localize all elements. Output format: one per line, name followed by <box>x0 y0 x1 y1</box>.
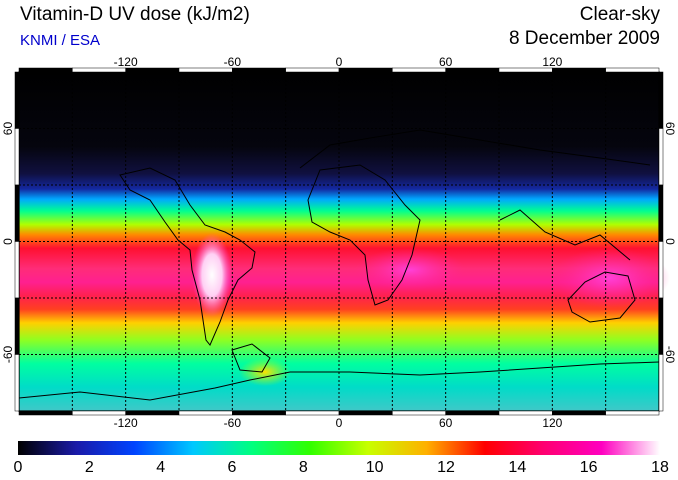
australia-high-dose <box>550 248 670 308</box>
colorbar-tick-label: 10 <box>365 459 384 476</box>
frame-bar-left <box>14 241 20 299</box>
lon-tick-label-top: 120 <box>542 55 562 69</box>
lat-tick-label-right: -60 <box>663 346 677 364</box>
colorbar-tick-label: 2 <box>84 459 94 476</box>
frame-bar-bottom <box>445 410 500 416</box>
latitude-labels-right: 60 0 -60 <box>663 122 677 364</box>
frame-bar-top <box>18 67 73 73</box>
graticule <box>19 72 659 411</box>
colorbar-tick-label: 0 <box>13 459 23 476</box>
lat-tick-label-right: 60 <box>663 122 677 136</box>
frame-bar-right <box>658 128 664 186</box>
frame-bar-right <box>658 184 664 242</box>
frame-bar-bottom <box>498 410 553 416</box>
frame-bar-top <box>605 67 660 73</box>
frame-bar-bottom <box>18 410 73 416</box>
colorbar-tick-label: 16 <box>579 459 598 476</box>
colorbar-tick-label: 12 <box>437 459 455 476</box>
frame-bar-right <box>658 241 664 299</box>
frame-bar-bottom <box>125 410 180 416</box>
map-title: Vitamin-D UV dose (kJ/m2) <box>20 4 250 25</box>
lon-tick-label-top: -60 <box>224 55 242 69</box>
coastlines <box>18 129 660 401</box>
frame-bar-bottom <box>178 410 233 416</box>
lon-tick-label-bottom: -120 <box>114 416 138 430</box>
frame-bar-left <box>14 354 20 412</box>
frame-bar-bottom <box>392 410 446 416</box>
frame-bar-top <box>392 67 446 73</box>
colorbar-tick-label: 6 <box>227 459 237 476</box>
frame-bar-left <box>14 297 20 355</box>
colorbar <box>18 441 660 455</box>
frame-bar-bottom <box>338 410 393 416</box>
lon-tick-label-bottom: -60 <box>224 416 242 430</box>
frame-bar-bottom <box>285 410 340 416</box>
frame-bar-bottom <box>552 410 606 416</box>
latitude-labels-left: 60 0 -60 <box>1 122 15 364</box>
lat-tick-label-left: 60 <box>1 122 15 136</box>
lat-tick-label-right: 0 <box>663 238 677 245</box>
lon-tick-label-top: 60 <box>439 55 453 69</box>
andes-high-dose <box>192 233 232 317</box>
colorbar-tick-label: 18 <box>651 459 669 476</box>
lon-tick-label-bottom: 120 <box>542 416 562 430</box>
colorbar-tick-label: 14 <box>508 459 527 476</box>
colorbar-tick-label: 8 <box>298 459 308 476</box>
lon-tick-label-bottom: 0 <box>336 416 343 430</box>
lon-tick-label-bottom: 60 <box>439 416 453 430</box>
frame-bar-bottom <box>72 410 126 416</box>
lat-tick-label-left: 0 <box>1 238 15 245</box>
colorbar-tick-label: 4 <box>156 459 166 476</box>
lat-tick-label-left: -60 <box>1 346 15 364</box>
frame-bar-bottom <box>232 410 286 416</box>
frame-bar-left <box>14 184 20 242</box>
date-label: 8 December 2009 <box>508 28 660 49</box>
lon-tick-label-top: 0 <box>336 55 343 69</box>
frame-bar-left <box>14 71 20 129</box>
antarctic-peninsula-dose <box>239 358 291 386</box>
frame-bar-right <box>658 297 664 355</box>
longitude-labels-bottom: -120 -60 0 60 120 <box>114 416 563 430</box>
sky-condition-label: Clear-sky <box>579 4 660 25</box>
frame-scale-bars <box>14 67 664 416</box>
frame-bar-top <box>445 67 500 73</box>
frame-bar-right <box>658 71 664 129</box>
frame-bar-bottom <box>605 410 660 416</box>
frame-bar-top <box>285 67 340 73</box>
frame-bar-top <box>338 67 393 73</box>
frame-bar-right <box>658 354 664 412</box>
africa-high-dose <box>355 248 465 292</box>
lon-tick-label-top: -120 <box>114 55 138 69</box>
credit-label: KNMI / ESA <box>20 32 101 49</box>
frame-bar-left <box>14 128 20 186</box>
uv-dose-map: -120 -60 0 60 120 -120 -60 0 60 120 60 0 -60 60 0 -6… <box>1 55 677 430</box>
longitude-labels-top: -120 -60 0 60 120 <box>114 55 563 69</box>
